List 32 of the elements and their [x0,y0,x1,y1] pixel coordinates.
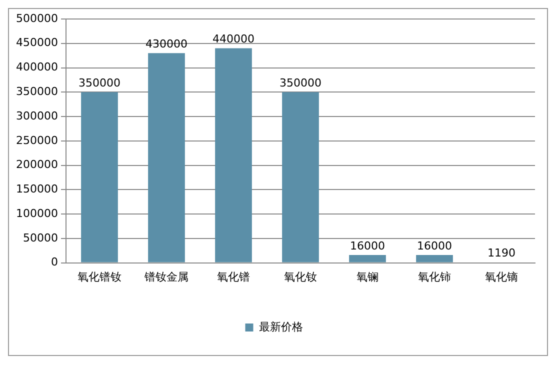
legend-label: 最新价格 [258,320,303,334]
x-tick-label: 氧化钕 [284,270,317,284]
data-label: 16000 [350,239,385,252]
x-tick-label: 镨钕金属 [143,270,188,284]
bar [148,53,185,262]
y-tick-label: 200000 [16,158,58,172]
bar [416,255,453,262]
data-label: 350000 [78,76,120,90]
data-label: 16000 [417,239,452,252]
y-tick-label: 400000 [16,60,58,74]
bar [215,48,252,262]
data-label: 430000 [145,37,188,50]
y-tick-label: 500000 [16,12,58,25]
y-tick-label: 450000 [16,36,58,50]
y-tick-label: 50000 [22,231,58,244]
bar [282,92,319,262]
bar [81,92,118,262]
y-tick-label: 300000 [16,109,58,122]
bar [349,255,386,262]
x-tick-label: 氧化铈 [418,270,451,284]
y-tick-label: 100000 [16,206,58,220]
y-tick-label: 0 [50,256,58,269]
y-tick-label: 350000 [16,85,58,98]
y-tick-label: 250000 [16,134,58,147]
data-label: 350000 [279,76,322,90]
x-tick-label: 氧化镨钕 [77,270,122,284]
x-tick-label: 氧化镝 [485,270,518,284]
y-tick-label: 150000 [16,182,58,196]
data-label: 440000 [212,32,254,46]
data-label: 1190 [488,246,516,260]
x-tick-label: 氧化镨 [216,270,250,284]
x-tick-label: 氧镧 [356,270,378,284]
